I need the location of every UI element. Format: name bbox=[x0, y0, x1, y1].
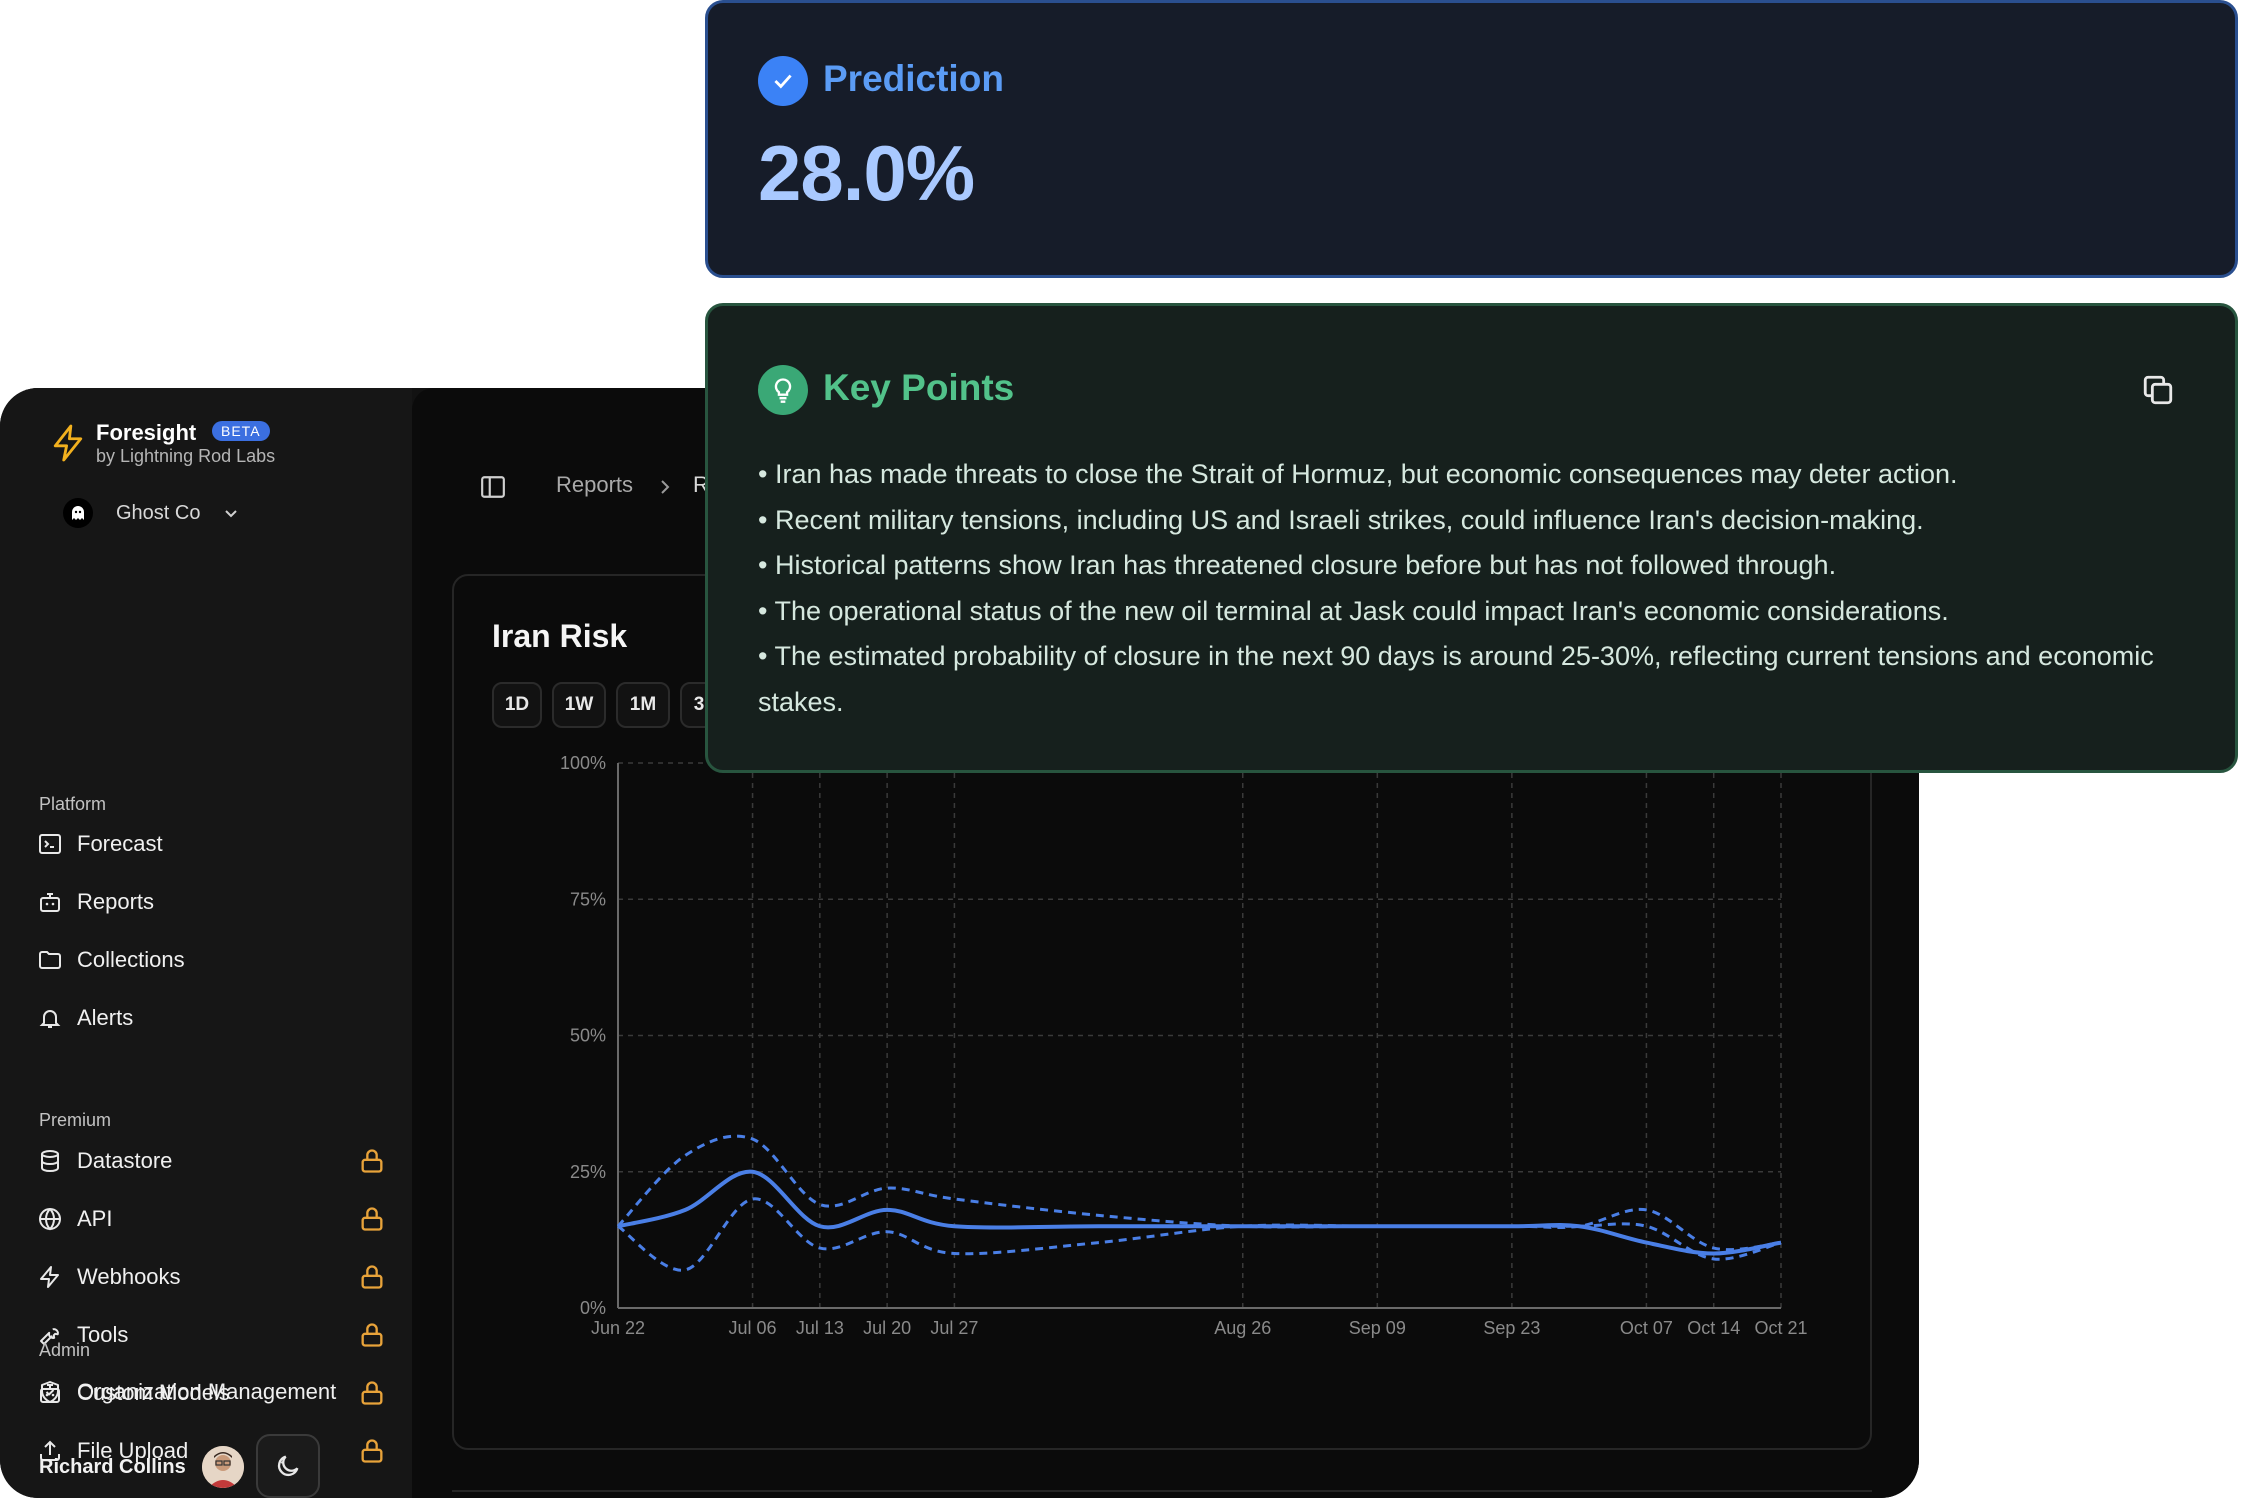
user-name[interactable]: Richard Collins bbox=[39, 1456, 186, 1478]
bell-icon bbox=[30, 1004, 70, 1032]
lightning-logo-icon bbox=[53, 424, 83, 462]
x-tick-label: Jul 27 bbox=[930, 1318, 978, 1338]
shield-icon bbox=[30, 1378, 70, 1406]
sidebar-item-label: Organization Management bbox=[77, 1379, 337, 1404]
x-tick-label: Jul 20 bbox=[863, 1318, 911, 1338]
sidebar-item-file-upload[interactable]: File Upload bbox=[30, 1427, 386, 1475]
lock-icon bbox=[361, 1323, 383, 1347]
lock-icon bbox=[361, 1439, 383, 1463]
prediction-value: 28.0% bbox=[758, 129, 975, 217]
folder-icon bbox=[30, 946, 70, 974]
wrench-icon bbox=[30, 1321, 70, 1349]
y-tick-label: 25% bbox=[570, 1162, 606, 1182]
lower-bound-line bbox=[617, 1197, 1782, 1272]
x-tick-label: Sep 23 bbox=[1483, 1318, 1540, 1338]
sidebar-item-label: Collections bbox=[77, 947, 185, 972]
range-button-1m[interactable]: 1M bbox=[616, 682, 670, 728]
database-icon bbox=[30, 1147, 70, 1175]
chevron-down-icon[interactable] bbox=[222, 504, 240, 522]
zap-icon bbox=[30, 1263, 70, 1291]
sidebar-item-label: Alerts bbox=[77, 1005, 134, 1030]
sidebar-item-label: File Upload bbox=[77, 1438, 189, 1463]
key-points-title: Key Points bbox=[823, 367, 1015, 408]
section-label-platform: Platform bbox=[39, 794, 107, 814]
lock-icon bbox=[361, 1207, 383, 1231]
list-item: • The operational status of the new oil … bbox=[758, 595, 1949, 626]
x-tick-label: Oct 21 bbox=[1754, 1318, 1807, 1338]
key-points-list: • Iran has made threats to close the Str… bbox=[758, 452, 2198, 726]
sidebar-toggle-icon[interactable] bbox=[480, 474, 506, 500]
list-item: • Recent military tensions, including US… bbox=[758, 504, 1924, 535]
x-tick-label: Aug 26 bbox=[1214, 1318, 1271, 1338]
sidebar-item-api[interactable]: API bbox=[30, 1195, 386, 1243]
moon-icon bbox=[277, 1455, 299, 1477]
brand-name: Foresight bbox=[96, 420, 197, 445]
next-card-edge bbox=[452, 1490, 1872, 1498]
range-button-1w[interactable]: 1W bbox=[552, 682, 606, 728]
range-button-1d[interactable]: 1D bbox=[492, 682, 542, 728]
x-tick-label: Oct 14 bbox=[1687, 1318, 1740, 1338]
forecast-line bbox=[617, 1169, 1782, 1256]
bot-icon bbox=[30, 888, 70, 916]
breadcrumb-current: R bbox=[693, 472, 709, 497]
x-tick-label: Oct 07 bbox=[1620, 1318, 1673, 1338]
lock-icon bbox=[361, 1149, 383, 1173]
lock-icon bbox=[361, 1265, 383, 1289]
chevron-right-icon bbox=[661, 480, 670, 494]
sidebar-item-organization-management[interactable]: Organization Management bbox=[30, 1368, 386, 1416]
sidebar: Foresight BETA by Lightning Rod Labs Gho… bbox=[0, 388, 412, 1498]
y-tick-label: 50% bbox=[570, 1026, 606, 1046]
lock-icon bbox=[361, 1381, 383, 1405]
x-tick-label: Jul 13 bbox=[796, 1318, 844, 1338]
sidebar-item-forecast[interactable]: Forecast bbox=[30, 820, 386, 868]
lightbulb-icon bbox=[758, 365, 808, 415]
sidebar-item-webhooks[interactable]: Webhooks bbox=[30, 1253, 386, 1301]
list-item: • The estimated probability of closure i… bbox=[758, 641, 2154, 717]
sidebar-item-tools[interactable]: Tools bbox=[30, 1311, 386, 1359]
sidebar-item-label: Custom Models bbox=[77, 1380, 230, 1405]
y-tick-label: 0% bbox=[580, 1298, 606, 1318]
avatar[interactable] bbox=[202, 1446, 244, 1488]
sidebar-item-label: Forecast bbox=[77, 831, 163, 856]
key-points-panel: Key Points • Iran has made threats to cl… bbox=[705, 303, 2238, 773]
x-tick-label: Jul 06 bbox=[729, 1318, 777, 1338]
terminal-icon bbox=[30, 830, 70, 858]
beta-badge: BETA bbox=[212, 421, 270, 441]
theme-toggle-button[interactable] bbox=[256, 1434, 320, 1498]
x-tick-label: Jun 22 bbox=[591, 1318, 645, 1338]
sidebar-item-custom-models[interactable]: Custom Models bbox=[30, 1369, 386, 1417]
chart-title: Iran Risk bbox=[492, 618, 628, 654]
sidebar-item-collections[interactable]: Collections bbox=[30, 936, 386, 984]
sidebar-item-label: Tools bbox=[77, 1322, 129, 1347]
prediction-panel: Prediction 28.0% bbox=[705, 0, 2238, 278]
list-item: • Historical patterns show Iran has thre… bbox=[758, 550, 1837, 581]
copy-icon[interactable] bbox=[2141, 373, 2175, 407]
x-tick-label: Sep 09 bbox=[1349, 1318, 1406, 1338]
list-item: • Iran has made threats to close the Str… bbox=[758, 459, 1958, 489]
y-tick-label: 100% bbox=[560, 753, 606, 773]
check-circle-icon bbox=[758, 56, 808, 106]
globe-icon bbox=[30, 1205, 70, 1233]
upper-bound-line bbox=[616, 1134, 1782, 1252]
upload-icon bbox=[30, 1437, 70, 1465]
sidebar-item-label: Datastore bbox=[77, 1148, 173, 1173]
org-ghost-icon[interactable] bbox=[63, 498, 93, 528]
sidebar-item-alerts[interactable]: Alerts bbox=[30, 994, 386, 1042]
y-tick-label: 75% bbox=[570, 889, 606, 909]
brand-subtitle: by Lightning Rod Labs bbox=[96, 446, 276, 466]
breadcrumb-reports[interactable]: Reports bbox=[556, 472, 634, 497]
forecast-chart: 0% 25% 50% 75% 100% Jun 22 Jul 06 Jul 13 Jul 20 J… bbox=[560, 753, 1808, 1338]
org-switcher-label[interactable]: Ghost Co bbox=[116, 502, 201, 524]
section-label-premium: Premium bbox=[39, 1110, 112, 1130]
sidebar-item-reports[interactable]: Reports bbox=[30, 878, 386, 926]
sidebar-item-label: API bbox=[77, 1206, 113, 1231]
sidebar-item-label: Reports bbox=[77, 889, 155, 914]
sidebar-item-label: Webhooks bbox=[77, 1264, 181, 1289]
section-label-admin: Admin bbox=[39, 1340, 91, 1360]
prediction-title: Prediction bbox=[823, 58, 1004, 99]
sidebar-item-datastore[interactable]: Datastore bbox=[30, 1137, 386, 1185]
